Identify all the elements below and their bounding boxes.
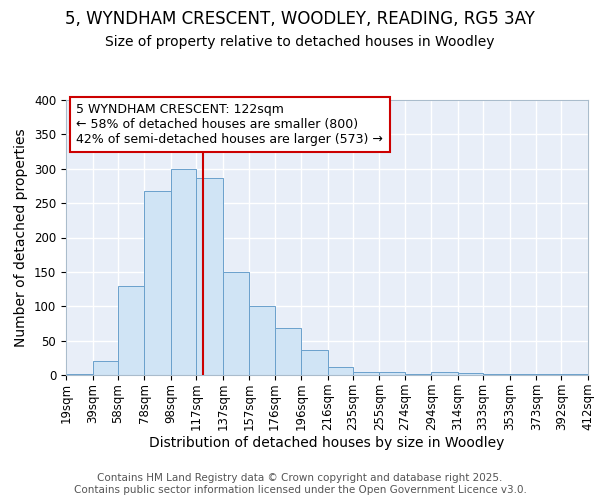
Bar — [66, 374, 92, 375]
Bar — [328, 368, 353, 375]
Bar — [353, 372, 379, 375]
Bar — [431, 372, 458, 375]
Bar — [458, 373, 483, 375]
Y-axis label: Number of detached properties: Number of detached properties — [14, 128, 28, 347]
Bar — [536, 374, 562, 375]
Bar — [562, 374, 588, 375]
Bar — [223, 272, 249, 375]
Text: Contains HM Land Registry data © Crown copyright and database right 2025.
Contai: Contains HM Land Registry data © Crown c… — [74, 474, 526, 495]
Bar — [301, 350, 328, 375]
Bar — [509, 374, 536, 375]
Text: 5, WYNDHAM CRESCENT, WOODLEY, READING, RG5 3AY: 5, WYNDHAM CRESCENT, WOODLEY, READING, R… — [65, 10, 535, 28]
Bar — [483, 374, 509, 375]
X-axis label: Distribution of detached houses by size in Woodley: Distribution of detached houses by size … — [149, 436, 505, 450]
Bar — [145, 192, 171, 375]
Bar — [171, 169, 196, 375]
Bar — [118, 286, 145, 375]
Bar — [379, 372, 405, 375]
Bar — [405, 374, 431, 375]
Bar — [92, 361, 118, 375]
Bar — [196, 178, 223, 375]
Bar — [249, 306, 275, 375]
Text: 5 WYNDHAM CRESCENT: 122sqm
← 58% of detached houses are smaller (800)
42% of sem: 5 WYNDHAM CRESCENT: 122sqm ← 58% of deta… — [76, 103, 383, 146]
Text: Size of property relative to detached houses in Woodley: Size of property relative to detached ho… — [105, 35, 495, 49]
Bar — [275, 328, 301, 375]
